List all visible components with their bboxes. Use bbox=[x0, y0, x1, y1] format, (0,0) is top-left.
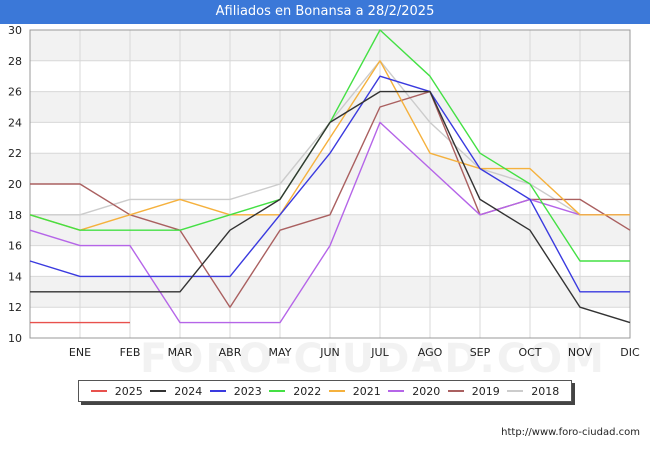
legend-swatch bbox=[150, 390, 167, 392]
x-tick-label: OCT bbox=[518, 346, 541, 359]
series-line-2024 bbox=[30, 90, 631, 324]
chart-legend: 2025 2024 2023 2022 2021 2020 2019 2018 bbox=[78, 380, 572, 402]
series-line-2023 bbox=[29, 75, 630, 293]
x-tick-label: SEP bbox=[470, 346, 491, 359]
y-tick-label: 20 bbox=[8, 178, 22, 191]
y-tick-label: 16 bbox=[8, 240, 22, 253]
legend-label: 2024 bbox=[174, 384, 203, 398]
x-tick-label: AGO bbox=[418, 346, 443, 359]
legend-label: 2019 bbox=[471, 384, 500, 398]
legend-item-2018: 2018 bbox=[507, 385, 559, 398]
legend-label: 2022 bbox=[293, 384, 322, 398]
x-tick-label: JUN bbox=[319, 346, 340, 359]
legend-swatch bbox=[328, 390, 345, 392]
y-tick-label: 24 bbox=[8, 116, 22, 129]
x-tick-label: DIC bbox=[620, 346, 640, 359]
y-tick-label: 22 bbox=[8, 147, 22, 160]
legend-swatch bbox=[388, 390, 405, 392]
x-tick-label: JUL bbox=[370, 346, 389, 359]
y-tick-label: 30 bbox=[8, 24, 22, 37]
legend-swatch bbox=[507, 390, 524, 392]
legend-item-2020: 2020 bbox=[388, 385, 440, 398]
legend-swatch bbox=[447, 390, 464, 392]
legend-item-2022: 2022 bbox=[269, 385, 321, 398]
y-tick-label: 26 bbox=[8, 86, 22, 99]
legend-item-2025: 2025 bbox=[90, 384, 143, 398]
x-tick-label: ENE bbox=[69, 346, 91, 359]
y-tick-label: 10 bbox=[8, 332, 22, 345]
legend-label: 2025 bbox=[114, 384, 143, 398]
x-tick-label: NOV bbox=[568, 346, 593, 359]
y-tick-label: 28 bbox=[8, 55, 22, 68]
y-tick-label: 12 bbox=[8, 301, 22, 314]
y-tick-label: 14 bbox=[8, 270, 22, 283]
legend-item-2024: 2024 bbox=[150, 385, 202, 398]
legend-item-2021: 2021 bbox=[328, 384, 381, 398]
legend-label: 2023 bbox=[233, 384, 262, 398]
watermark: FORO-CIUDAD.COM bbox=[140, 336, 606, 382]
x-tick-label: MAY bbox=[269, 346, 292, 359]
x-tick-label: ABR bbox=[219, 346, 242, 359]
source-url: http://www.foro-ciudad.com bbox=[501, 427, 640, 438]
legend-swatch bbox=[209, 390, 226, 392]
legend-swatch bbox=[90, 390, 107, 392]
chart-title: Afiliados en Bonansa a 28/2/2025 bbox=[0, 0, 650, 24]
legend-label: 2020 bbox=[412, 384, 441, 398]
y-tick-label: 18 bbox=[8, 209, 22, 222]
legend-swatch bbox=[269, 390, 286, 392]
series-line-2021 bbox=[29, 60, 630, 231]
x-tick-label: FEB bbox=[120, 346, 141, 359]
legend-item-2023: 2023 bbox=[209, 384, 262, 398]
x-tick-label: MAR bbox=[168, 346, 193, 359]
legend-item-2019: 2019 bbox=[447, 384, 500, 398]
legend-label: 2018 bbox=[531, 384, 560, 398]
legend-label: 2021 bbox=[352, 384, 381, 398]
